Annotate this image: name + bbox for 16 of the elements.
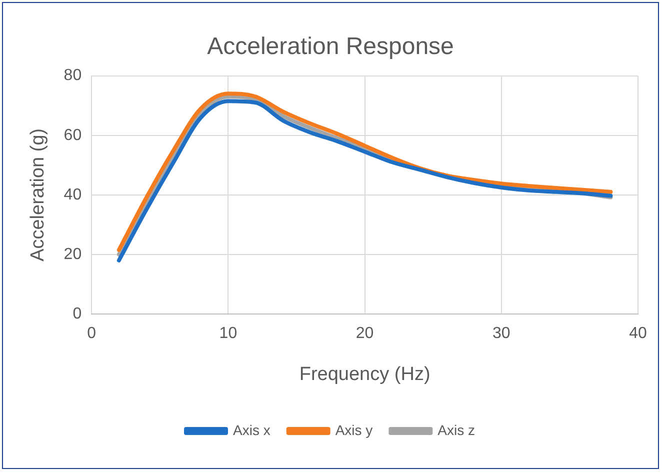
x-tick-label: 0 (87, 325, 96, 342)
x-axis-title: Frequency (Hz) (299, 364, 430, 385)
y-tick-label: 20 (64, 246, 82, 263)
y-axis-title: Acceleration (g) (28, 128, 49, 262)
x-tick-label: 30 (492, 325, 510, 342)
y-tick-label: 0 (72, 305, 82, 322)
legend-label: Axis z (438, 422, 476, 438)
chart-title: Acceleration Response (207, 33, 454, 60)
y-tick-label: 80 (64, 67, 82, 84)
x-tick-label: 40 (629, 325, 647, 342)
legend-label: Axis x (232, 422, 270, 438)
y-tick-label: 60 (64, 126, 82, 144)
x-tick-label: 10 (219, 325, 238, 342)
y-tick-label: 40 (64, 186, 82, 204)
x-tick-label: 20 (356, 325, 374, 342)
legend-label: Axis y (335, 422, 373, 438)
